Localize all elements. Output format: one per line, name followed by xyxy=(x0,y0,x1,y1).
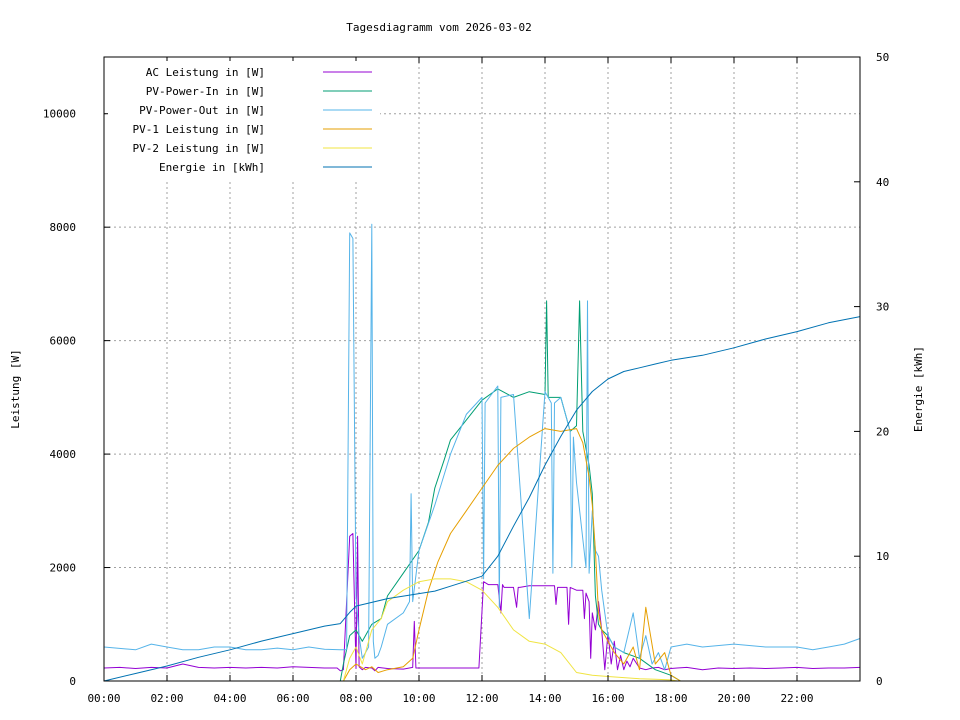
y2-axis-label: Energie [kWh] xyxy=(912,346,925,432)
y-tick-label: 8000 xyxy=(50,221,77,234)
series-line-5 xyxy=(104,578,860,682)
legend-label: PV-2 Leistung in [W] xyxy=(133,142,265,155)
y-axis-label: Leistung [W] xyxy=(9,349,22,428)
x-tick-label: 02:00 xyxy=(150,692,183,705)
y-tick-label: 2000 xyxy=(50,562,77,575)
x-tick-label: 10:00 xyxy=(402,692,435,705)
x-tick-label: 12:00 xyxy=(465,692,498,705)
y-tick-label: 10000 xyxy=(43,108,76,121)
y-tick-label: 0 xyxy=(69,675,76,688)
y2-tick-label: 30 xyxy=(876,301,889,314)
y2-tick-label: 20 xyxy=(876,425,889,438)
series-line-1 xyxy=(103,533,861,672)
legend: AC Leistung in [W] PV-Power-In in [W] PV-P… xyxy=(108,61,380,181)
series-layer xyxy=(103,223,861,682)
y-tick-label: 4000 xyxy=(50,448,77,461)
series-line-6 xyxy=(103,316,861,682)
legend-label: AC Leistung in [W] xyxy=(146,66,265,79)
x-tick-label: 22:00 xyxy=(780,692,813,705)
y2-tick-label: 40 xyxy=(876,176,889,189)
x-tick-label: 06:00 xyxy=(276,692,309,705)
y2-tick-label: 50 xyxy=(876,51,889,64)
x-tick-label: 08:00 xyxy=(339,692,372,705)
legend-background xyxy=(108,61,380,181)
y2-tick-label: 10 xyxy=(876,550,889,563)
legend-label: Energie in [kWh] xyxy=(159,161,265,174)
y-tick-label: 6000 xyxy=(50,335,77,348)
series-line-4 xyxy=(104,428,860,682)
x-tick-label: 20:00 xyxy=(717,692,750,705)
legend-label: PV-Power-Out in [W] xyxy=(139,104,265,117)
chart-title: Tagesdiagramm vom 2026-03-02 xyxy=(346,21,531,34)
tick-layer: 00:00 02:00 04:00 06:00 08:00 10:00 12:00 14:00… xyxy=(43,51,889,705)
y2-tick-label: 0 xyxy=(876,675,883,688)
x-tick-label: 14:00 xyxy=(528,692,561,705)
x-tick-label: 00:00 xyxy=(87,692,120,705)
legend-label: PV-1 Leistung in [W] xyxy=(133,123,265,136)
x-tick-label: 16:00 xyxy=(591,692,624,705)
x-tick-label: 04:00 xyxy=(213,692,246,705)
series-line-3 xyxy=(103,223,861,671)
x-tick-label: 18:00 xyxy=(654,692,687,705)
legend-label: PV-Power-In in [W] xyxy=(146,85,265,98)
